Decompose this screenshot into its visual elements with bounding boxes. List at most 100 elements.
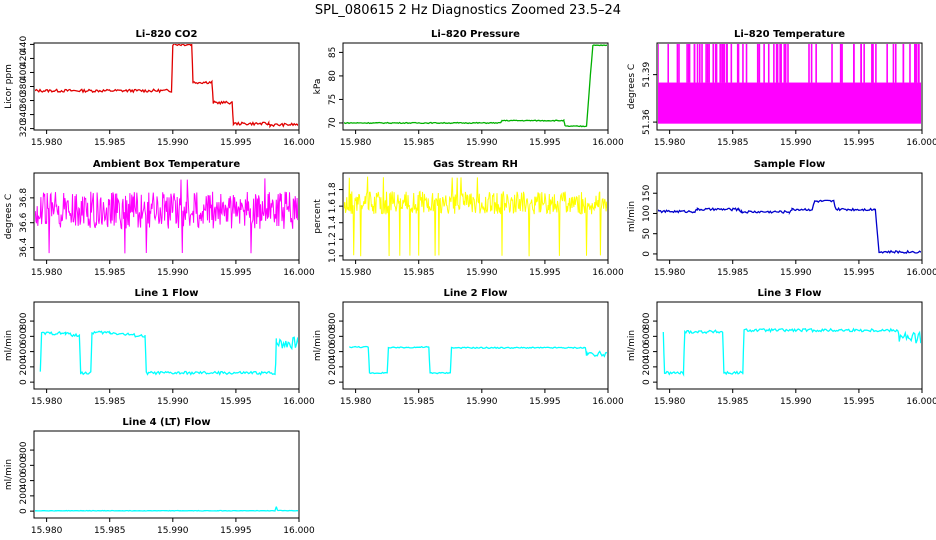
panel-2: Li–820 Pressure kPa 15.980 15.985 15.990 15.9… xyxy=(313,29,624,148)
y-tick-label: 51.36 xyxy=(642,109,652,135)
plot-frame xyxy=(33,172,300,261)
series-group xyxy=(344,176,607,257)
x-tick-label: 15.995 xyxy=(843,268,875,278)
y-tick-label: 36.6 xyxy=(19,212,29,232)
y-tick-label: 50 xyxy=(642,228,652,240)
y-axis-label: ml/min xyxy=(627,330,637,361)
y-axis-label: ml/min xyxy=(313,330,323,361)
x-tick-label: 15.995 xyxy=(220,397,252,407)
plot-title: Ambient Box Temperature xyxy=(93,159,240,170)
y-tick-label: 0 xyxy=(642,379,652,385)
y-tick-label: 800 xyxy=(328,312,338,329)
y-tick-label: 400 xyxy=(19,64,29,81)
y-axis-label: kPa xyxy=(313,79,323,95)
y-axis-label: Licor ppm xyxy=(4,64,14,109)
x-tick-label: 15.980 xyxy=(31,397,63,407)
x-tick-label: 16.000 xyxy=(592,397,624,407)
panel-8: Line 2 Flow ml/min 15.980 15.985 15.990 15.99… xyxy=(313,288,624,407)
y-tick-label: 75 xyxy=(328,94,338,105)
x-tick-label: 16.000 xyxy=(906,138,936,148)
x-tick-label: 15.990 xyxy=(780,268,812,278)
x-tick-label: 15.990 xyxy=(466,397,498,407)
y-tick-label: 800 xyxy=(642,312,652,329)
y-tick-label: 360 xyxy=(19,92,29,109)
series-line xyxy=(344,44,607,128)
x-tick-label: 15.980 xyxy=(654,268,686,278)
series-line xyxy=(344,176,607,257)
plot-title: Line 1 Flow xyxy=(135,288,199,299)
x-tick-label: 15.980 xyxy=(340,268,372,278)
y-axis-label: ml/min xyxy=(4,459,14,490)
series-group xyxy=(658,44,921,124)
x-tick-label: 15.990 xyxy=(157,268,189,278)
plot-title: Li–820 Temperature xyxy=(734,29,845,40)
x-tick-label: 15.995 xyxy=(220,526,252,536)
x-tick-label: 15.980 xyxy=(340,138,372,148)
x-tick-label: 15.995 xyxy=(529,138,561,148)
series-group xyxy=(662,327,921,377)
panel-9: Line 3 Flow ml/min 15.980 15.985 15.990 15.99… xyxy=(627,288,936,407)
y-tick-label: 400 xyxy=(328,343,338,360)
series-line xyxy=(348,345,607,375)
y-tick-label: 600 xyxy=(19,456,29,473)
y-tick-label: 0 xyxy=(19,379,29,385)
plot-frame xyxy=(342,172,609,261)
plot-title: Line 4 (LT) Flow xyxy=(122,417,210,428)
x-tick-label: 15.980 xyxy=(340,397,372,407)
panel-6: Sample Flow ml/min 15.980 15.985 15.990 15.99… xyxy=(627,159,936,278)
x-tick-label: 15.980 xyxy=(31,268,63,278)
y-tick-label: 200 xyxy=(642,358,652,375)
plot-frame xyxy=(33,301,300,390)
x-tick-label: 15.995 xyxy=(220,268,252,278)
x-tick-label: 15.990 xyxy=(466,268,498,278)
series-line xyxy=(39,330,298,376)
plot-frame xyxy=(342,42,609,131)
y-tick-label: 1.0 xyxy=(328,248,338,263)
panel-10: Line 4 (LT) Flow ml/min 15.980 15.985 15.990… xyxy=(4,417,315,536)
y-tick-label: 85 xyxy=(328,47,338,58)
y-axis-label: ml/min xyxy=(4,330,14,361)
y-tick-label: 200 xyxy=(19,358,29,375)
plot-title: Sample Flow xyxy=(754,159,826,170)
series-group xyxy=(39,330,298,376)
x-tick-label: 15.995 xyxy=(220,138,252,148)
panel-5: Gas Stream RH percent 15.980 15.985 15.990 15… xyxy=(313,159,624,278)
plot-title: Line 3 Flow xyxy=(758,288,822,299)
x-tick-label: 15.990 xyxy=(466,138,498,148)
series-band xyxy=(658,82,921,124)
x-tick-label: 15.985 xyxy=(403,138,435,148)
series-group xyxy=(348,345,607,375)
x-tick-label: 15.980 xyxy=(31,526,63,536)
plot-title: Li–820 CO2 xyxy=(136,29,198,40)
x-tick-label: 15.985 xyxy=(94,526,126,536)
y-tick-label: 400 xyxy=(642,343,652,360)
y-tick-label: 0 xyxy=(328,379,338,385)
x-tick-label: 16.000 xyxy=(283,397,315,407)
series-line xyxy=(35,506,298,512)
x-tick-label: 16.000 xyxy=(906,397,936,407)
y-tick-label: 800 xyxy=(19,441,29,458)
plot-title: Line 2 Flow xyxy=(444,288,508,299)
x-tick-label: 15.985 xyxy=(717,397,749,407)
series-line xyxy=(658,199,921,255)
series-group xyxy=(35,178,298,254)
y-tick-label: 1.2 xyxy=(328,232,338,246)
panel-7: Line 1 Flow ml/min 15.980 15.985 15.990 15.99… xyxy=(4,288,315,407)
x-tick-label: 15.990 xyxy=(780,138,812,148)
x-tick-label: 15.995 xyxy=(529,397,561,407)
y-axis-label: percent xyxy=(313,199,323,234)
x-tick-label: 15.980 xyxy=(654,397,686,407)
y-axis-label: degrees C xyxy=(627,64,637,109)
plot-frame xyxy=(33,42,300,131)
x-tick-label: 16.000 xyxy=(592,138,624,148)
x-tick-label: 15.985 xyxy=(94,268,126,278)
y-tick-label: 600 xyxy=(642,327,652,344)
y-tick-label: 420 xyxy=(19,50,29,67)
x-tick-label: 15.990 xyxy=(157,397,189,407)
y-axis-label: ml/min xyxy=(627,201,637,232)
y-tick-label: 380 xyxy=(19,78,29,95)
x-tick-label: 15.980 xyxy=(31,138,63,148)
x-tick-label: 15.985 xyxy=(94,138,126,148)
y-tick-label: 51.39 xyxy=(642,61,652,87)
